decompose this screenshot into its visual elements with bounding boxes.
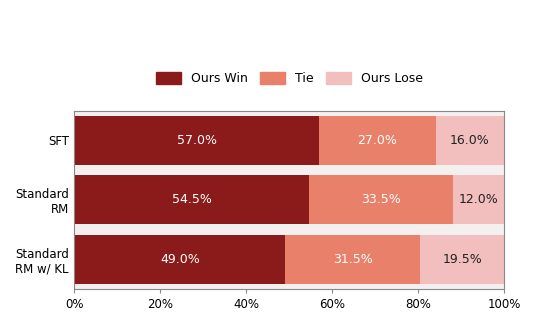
Legend: Ours Win, Tie, Ours Lose: Ours Win, Tie, Ours Lose bbox=[155, 72, 423, 85]
Bar bbox=[309, 175, 453, 224]
Bar bbox=[436, 116, 504, 165]
Bar bbox=[75, 235, 285, 284]
Bar bbox=[285, 235, 420, 284]
Bar bbox=[453, 175, 504, 224]
Text: 16.0%: 16.0% bbox=[450, 134, 490, 147]
Text: 31.5%: 31.5% bbox=[333, 253, 373, 266]
Text: 12.0%: 12.0% bbox=[459, 193, 498, 206]
Text: 57.0%: 57.0% bbox=[177, 134, 217, 147]
Text: 33.5%: 33.5% bbox=[361, 193, 400, 206]
Text: 54.5%: 54.5% bbox=[172, 193, 212, 206]
Text: 49.0%: 49.0% bbox=[160, 253, 199, 266]
Text: 19.5%: 19.5% bbox=[443, 253, 482, 266]
Bar bbox=[319, 116, 436, 165]
Bar bbox=[420, 235, 504, 284]
Bar bbox=[75, 116, 319, 165]
Text: 27.0%: 27.0% bbox=[358, 134, 397, 147]
Bar bbox=[75, 175, 309, 224]
